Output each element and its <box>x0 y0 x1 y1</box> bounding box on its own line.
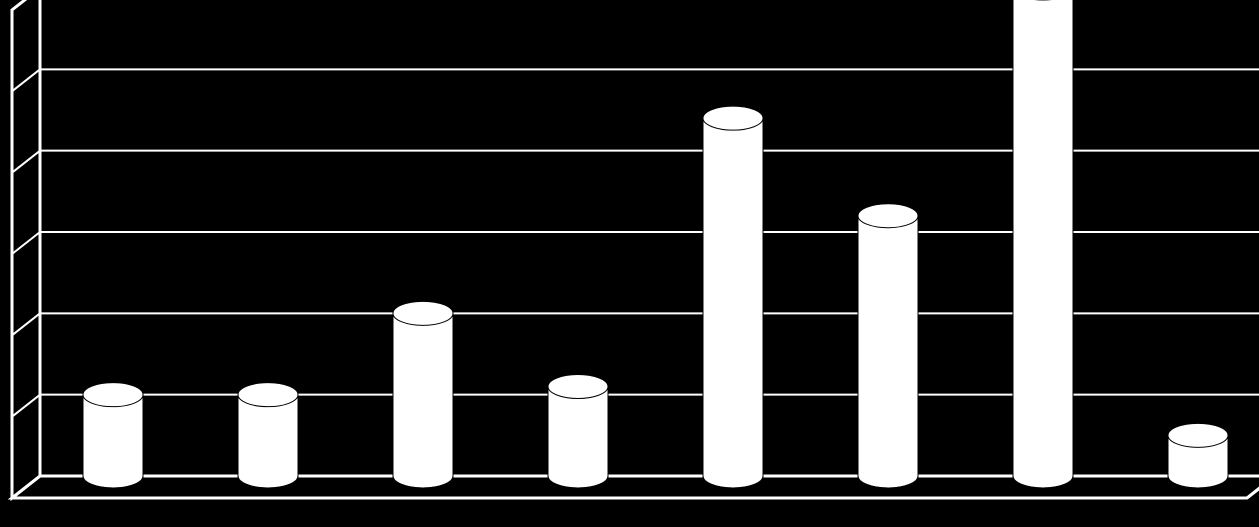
bar-2 <box>238 383 298 488</box>
bar-4 <box>548 375 608 488</box>
bar-5 <box>703 106 763 488</box>
cylinder-bar-chart <box>0 0 1259 527</box>
bar-1 <box>83 383 143 488</box>
bar-3 <box>393 301 453 488</box>
chart-svg <box>0 0 1259 527</box>
bar-8 <box>1168 423 1228 488</box>
bar-6 <box>858 204 918 488</box>
bar-7 <box>1013 0 1073 488</box>
